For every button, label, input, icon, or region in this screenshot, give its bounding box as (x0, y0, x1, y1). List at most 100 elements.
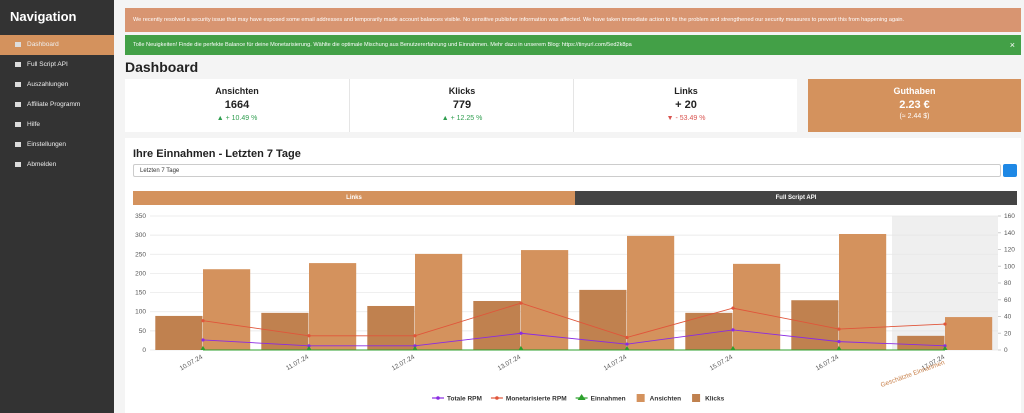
bar (367, 305, 415, 350)
bar (627, 235, 675, 350)
marker (307, 344, 311, 348)
nav-label: Auszahlungen (27, 81, 69, 88)
legend-symbol (577, 394, 586, 400)
nav-icon (15, 161, 21, 167)
bar (203, 269, 251, 350)
nav-icon (15, 141, 21, 147)
marker (413, 334, 417, 338)
bar (791, 300, 839, 350)
legend-label: Klicks (705, 396, 725, 403)
stats-card (125, 79, 797, 132)
stat-label: Ansichten (215, 86, 259, 96)
marker (306, 346, 312, 350)
marker (731, 306, 735, 310)
y-tick-label: 300 (135, 232, 146, 239)
y-tick-label: 150 (135, 290, 146, 297)
legend-symbol (636, 394, 645, 402)
tab[interactable]: Full Script API (575, 191, 1017, 205)
marker (307, 334, 311, 338)
marker (624, 346, 630, 350)
nav-icon (15, 61, 21, 67)
nav-icon (15, 121, 21, 127)
up-arrow: ▲ (441, 115, 451, 122)
alert: We recently resolved a security issue th… (125, 8, 1021, 32)
y-tick-label: 350 (135, 213, 146, 220)
x-tick-label: 13.07.24 (497, 353, 523, 372)
up-arrow: ▲ (216, 115, 226, 122)
balance-card: Guthaben 2.23 € (≈ 2.44 $) (808, 79, 1021, 132)
stat-change: + 12.25 % (450, 115, 483, 122)
bar (897, 335, 945, 350)
marker (943, 344, 947, 348)
nav-item[interactable]: Auszahlungen (0, 75, 114, 95)
y-tick-label: 250 (135, 251, 146, 258)
marker (943, 322, 947, 326)
bar (309, 263, 357, 350)
bar (155, 315, 203, 350)
range-select[interactable]: Letzten 7 Tage (133, 164, 1001, 177)
balance-value: 2.23 € (899, 99, 930, 111)
nav-icon (15, 81, 21, 87)
tab[interactable]: Links (133, 191, 575, 205)
y2-tick-label: 60 (1004, 297, 1012, 304)
stat: Klicks 779 ▲ + 12.25 % (349, 79, 574, 132)
nav-item[interactable]: Hilfe (0, 115, 114, 135)
panel-title: Ihre Einnahmen - Letzten 7 Tage (133, 148, 301, 160)
nav-item[interactable]: Affiliate Programm (0, 95, 114, 115)
x-tick-label: 11.07.24 (285, 353, 310, 372)
y2-tick-label: 160 (1004, 213, 1015, 220)
annotation: Geschätzte Einnahmen (880, 359, 946, 389)
y2-tick-label: 80 (1004, 280, 1012, 287)
bar (415, 253, 463, 350)
balance-sub: (≈ 2.44 $) (899, 113, 930, 120)
balance-label: Guthaben (893, 86, 936, 96)
bar (733, 263, 781, 350)
stat-change: - 53.49 % (675, 115, 706, 122)
refresh-button[interactable] (1003, 164, 1017, 177)
marker (519, 331, 523, 335)
marker (730, 346, 736, 350)
marker (625, 335, 629, 340)
y2-tick-label: 0 (1004, 347, 1008, 354)
nav-icon (15, 41, 21, 47)
alert-text: We recently resolved a security issue th… (133, 17, 905, 23)
y-tick-label: 100 (135, 309, 146, 316)
marker (942, 346, 948, 350)
stat: Ansichten 1664 ▲ + 10.49 % (125, 79, 349, 132)
nav-label: Hilfe (27, 121, 41, 128)
chart: 0 50 100 150 200 250 300 350 0 20 40 60 80 100 120 140 1… (135, 213, 1015, 403)
x-tick-label: 12.07.24 (391, 353, 417, 372)
legend-label: Ansichten (650, 396, 681, 403)
marker (200, 346, 206, 350)
nav-item[interactable]: Dashboard (0, 35, 114, 55)
nav-item[interactable]: Einstellungen (0, 135, 114, 155)
marker (413, 344, 417, 348)
nav-label: Abmelden (27, 161, 57, 168)
line (202, 302, 946, 338)
sidebar: Navigation Dashboard Full Script API Ausza… (0, 0, 114, 413)
nav-item[interactable]: Full Script API (0, 55, 114, 75)
y2-tick-label: 140 (1004, 230, 1015, 237)
x-tick-label: 10.07.24 (179, 353, 205, 372)
legend-label: Einnahmen (591, 396, 626, 403)
nav-label: Full Script API (27, 61, 68, 68)
stat-value: + 20 (675, 99, 697, 111)
marker (836, 346, 842, 350)
y-tick-label: 200 (135, 270, 146, 277)
close-button[interactable]: × (1009, 40, 1015, 50)
bar (473, 300, 521, 350)
stat-label: Links (674, 86, 698, 96)
marker (837, 327, 841, 331)
y2-tick-label: 120 (1004, 247, 1015, 254)
marker (625, 342, 629, 346)
legend-label: Monetarisierte RPM (506, 396, 567, 403)
bar (945, 317, 993, 350)
nav-item[interactable]: Abmelden (0, 155, 114, 175)
nav-label: Affiliate Programm (27, 101, 81, 108)
stat-value: 1664 (224, 99, 250, 111)
legend-symbol (436, 396, 440, 400)
alert: Tolle Neuigkeiten! Finde die perfekte Ba… (125, 35, 1021, 55)
marker (731, 328, 735, 332)
y-tick-label: 0 (142, 347, 146, 354)
